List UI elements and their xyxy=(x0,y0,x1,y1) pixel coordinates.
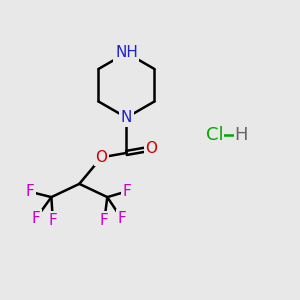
Text: H: H xyxy=(235,126,248,144)
Text: F: F xyxy=(117,211,126,226)
Text: F: F xyxy=(100,213,109,228)
Text: F: F xyxy=(123,184,132,199)
Text: O: O xyxy=(95,150,107,165)
Text: F: F xyxy=(49,213,57,228)
Text: O: O xyxy=(146,141,158,156)
Text: NH: NH xyxy=(115,45,138,60)
Text: N: N xyxy=(121,110,132,125)
Text: F: F xyxy=(26,184,34,199)
Text: Cl: Cl xyxy=(206,126,224,144)
Text: F: F xyxy=(32,211,40,226)
